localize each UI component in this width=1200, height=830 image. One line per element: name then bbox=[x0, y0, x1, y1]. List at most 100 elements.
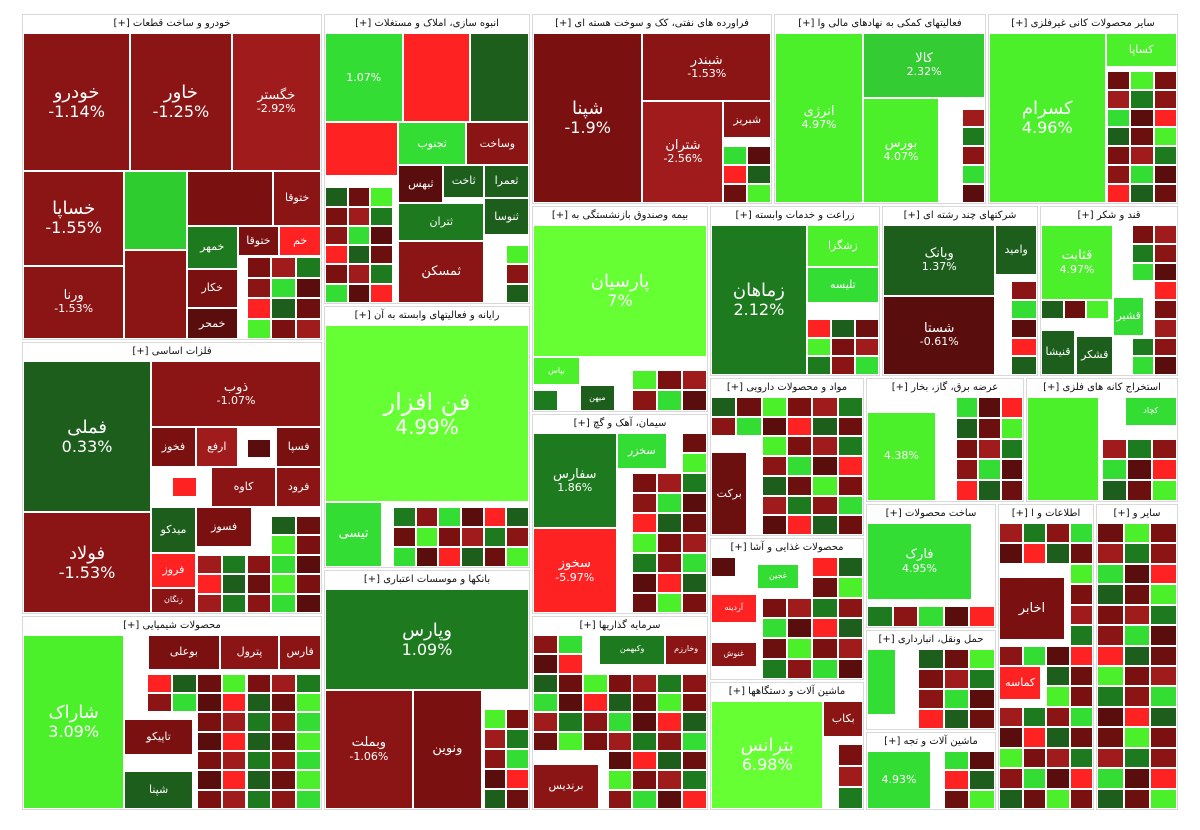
stock-tile[interactable] bbox=[657, 789, 683, 809]
stock-tile[interactable] bbox=[761, 638, 787, 659]
stock-tile[interactable] bbox=[325, 122, 399, 177]
stock-tile[interactable] bbox=[147, 673, 172, 693]
stock-tile[interactable] bbox=[918, 669, 944, 689]
stock-tile[interactable] bbox=[1041, 300, 1064, 319]
stock-tile[interactable] bbox=[682, 433, 707, 453]
stock-tile[interactable] bbox=[1046, 666, 1070, 687]
sector-title[interactable]: رایانه و فعالیتهای وابسته به آن [+] bbox=[325, 307, 529, 325]
stock-tile[interactable] bbox=[657, 553, 683, 573]
stock-tile[interactable] bbox=[867, 606, 893, 627]
stock-tile[interactable] bbox=[999, 768, 1023, 789]
stock-tile[interactable] bbox=[632, 553, 658, 573]
stock-tile[interactable] bbox=[271, 257, 297, 278]
stock-tile[interactable] bbox=[1022, 523, 1046, 544]
stock-tile[interactable] bbox=[969, 789, 995, 809]
stock-tile[interactable] bbox=[1011, 281, 1037, 300]
stock-tile[interactable] bbox=[1123, 768, 1151, 789]
stock-tile[interactable] bbox=[246, 770, 272, 790]
stock-tile[interactable]: شبندر -1.53% bbox=[642, 33, 771, 101]
stock-tile[interactable] bbox=[1097, 768, 1124, 789]
stock-tile[interactable] bbox=[296, 593, 321, 613]
sector-title[interactable]: سایر و [+] bbox=[1097, 505, 1177, 523]
stock-tile[interactable] bbox=[837, 495, 863, 516]
stock-tile[interactable]: شاراک 3.09% bbox=[23, 635, 125, 809]
stock-tile[interactable] bbox=[271, 318, 297, 339]
stock-tile[interactable] bbox=[969, 649, 995, 669]
stock-tile[interactable]: بورس 4.07% bbox=[863, 97, 939, 203]
stock-tile[interactable] bbox=[1069, 563, 1093, 585]
stock-tile[interactable] bbox=[711, 397, 737, 417]
stock-tile[interactable] bbox=[812, 397, 838, 417]
stock-tile[interactable] bbox=[296, 535, 321, 555]
sector-title[interactable]: بانکها و موسسات اعتباری [+] bbox=[325, 571, 529, 589]
stock-tile[interactable] bbox=[1022, 727, 1046, 748]
stock-tile[interactable] bbox=[124, 250, 187, 339]
stock-tile[interactable] bbox=[812, 638, 838, 659]
stock-tile[interactable] bbox=[221, 751, 247, 771]
stock-tile[interactable]: فروز bbox=[151, 552, 196, 588]
stock-tile[interactable] bbox=[632, 533, 658, 553]
stock-tile[interactable] bbox=[837, 787, 863, 809]
stock-tile[interactable] bbox=[325, 245, 348, 265]
stock-tile[interactable] bbox=[1123, 604, 1151, 626]
stock-tile[interactable] bbox=[787, 416, 813, 437]
stock-tile[interactable] bbox=[657, 731, 683, 751]
stock-tile[interactable] bbox=[682, 693, 707, 713]
stock-tile[interactable]: خم bbox=[279, 225, 321, 257]
stock-tile[interactable]: وپارس 1.09% bbox=[325, 589, 529, 691]
stock-tile[interactable] bbox=[325, 225, 348, 246]
stock-tile[interactable]: وبانک 1.37% bbox=[883, 225, 996, 296]
stock-tile[interactable] bbox=[956, 438, 979, 460]
stock-tile[interactable] bbox=[221, 789, 247, 809]
stock-tile[interactable] bbox=[196, 673, 222, 693]
stock-tile[interactable]: کچاد bbox=[1124, 397, 1177, 427]
stock-tile[interactable] bbox=[1086, 300, 1109, 319]
stock-tile[interactable] bbox=[978, 417, 1001, 439]
stock-tile[interactable] bbox=[1106, 184, 1130, 203]
stock-tile[interactable] bbox=[1150, 543, 1177, 564]
sector-title[interactable]: فراورده های نفتی، کک و سوخت هسته ای [+] bbox=[533, 15, 771, 33]
stock-tile[interactable] bbox=[1152, 438, 1177, 460]
stock-tile[interactable] bbox=[831, 318, 855, 338]
stock-tile[interactable] bbox=[415, 506, 439, 527]
stock-tile[interactable] bbox=[969, 669, 995, 689]
stock-tile[interactable] bbox=[1069, 686, 1093, 707]
stock-tile[interactable]: 4.93% bbox=[867, 751, 931, 809]
stock-tile[interactable] bbox=[1000, 397, 1023, 418]
stock-tile[interactable] bbox=[1011, 300, 1037, 319]
stock-tile[interactable] bbox=[1123, 645, 1151, 666]
stock-tile[interactable]: انرژی 4.97% bbox=[775, 33, 864, 203]
stock-tile[interactable] bbox=[1153, 146, 1177, 166]
stock-tile[interactable] bbox=[1069, 747, 1093, 769]
stock-tile[interactable] bbox=[347, 264, 371, 284]
stock-tile[interactable] bbox=[506, 709, 529, 729]
stock-tile[interactable] bbox=[271, 673, 297, 693]
stock-tile[interactable]: ثبهس bbox=[398, 165, 444, 204]
stock-tile[interactable] bbox=[969, 751, 995, 771]
stock-tile[interactable] bbox=[246, 438, 272, 458]
stock-tile[interactable] bbox=[1153, 165, 1177, 185]
stock-tile[interactable]: تاپیکو bbox=[124, 718, 193, 756]
stock-tile[interactable] bbox=[999, 747, 1023, 769]
stock-tile[interactable] bbox=[837, 618, 863, 639]
stock-tile[interactable] bbox=[506, 245, 529, 265]
stock-tile[interactable] bbox=[461, 526, 484, 547]
stock-tile[interactable]: فن افزار 4.99% bbox=[325, 325, 529, 502]
stock-tile[interactable] bbox=[246, 789, 272, 809]
stock-tile[interactable] bbox=[711, 416, 737, 437]
stock-tile[interactable] bbox=[1153, 108, 1177, 128]
stock-tile[interactable] bbox=[483, 709, 507, 729]
stock-tile[interactable] bbox=[961, 146, 985, 166]
stock-tile[interactable] bbox=[271, 751, 297, 771]
stock-tile[interactable] bbox=[1027, 397, 1099, 501]
stock-tile[interactable] bbox=[557, 731, 583, 751]
sector-title[interactable]: انبوه سازی، املاک و مستغلات [+] bbox=[325, 15, 529, 33]
stock-tile[interactable] bbox=[1150, 625, 1177, 646]
stock-tile[interactable] bbox=[855, 337, 879, 357]
stock-tile[interactable] bbox=[506, 749, 529, 769]
stock-tile[interactable]: پترول bbox=[219, 635, 280, 670]
stock-tile[interactable]: فملی 0.33% bbox=[23, 361, 152, 513]
stock-tile[interactable] bbox=[761, 475, 787, 496]
stock-tile[interactable]: فخوز bbox=[151, 426, 196, 467]
stock-tile[interactable] bbox=[483, 526, 507, 547]
